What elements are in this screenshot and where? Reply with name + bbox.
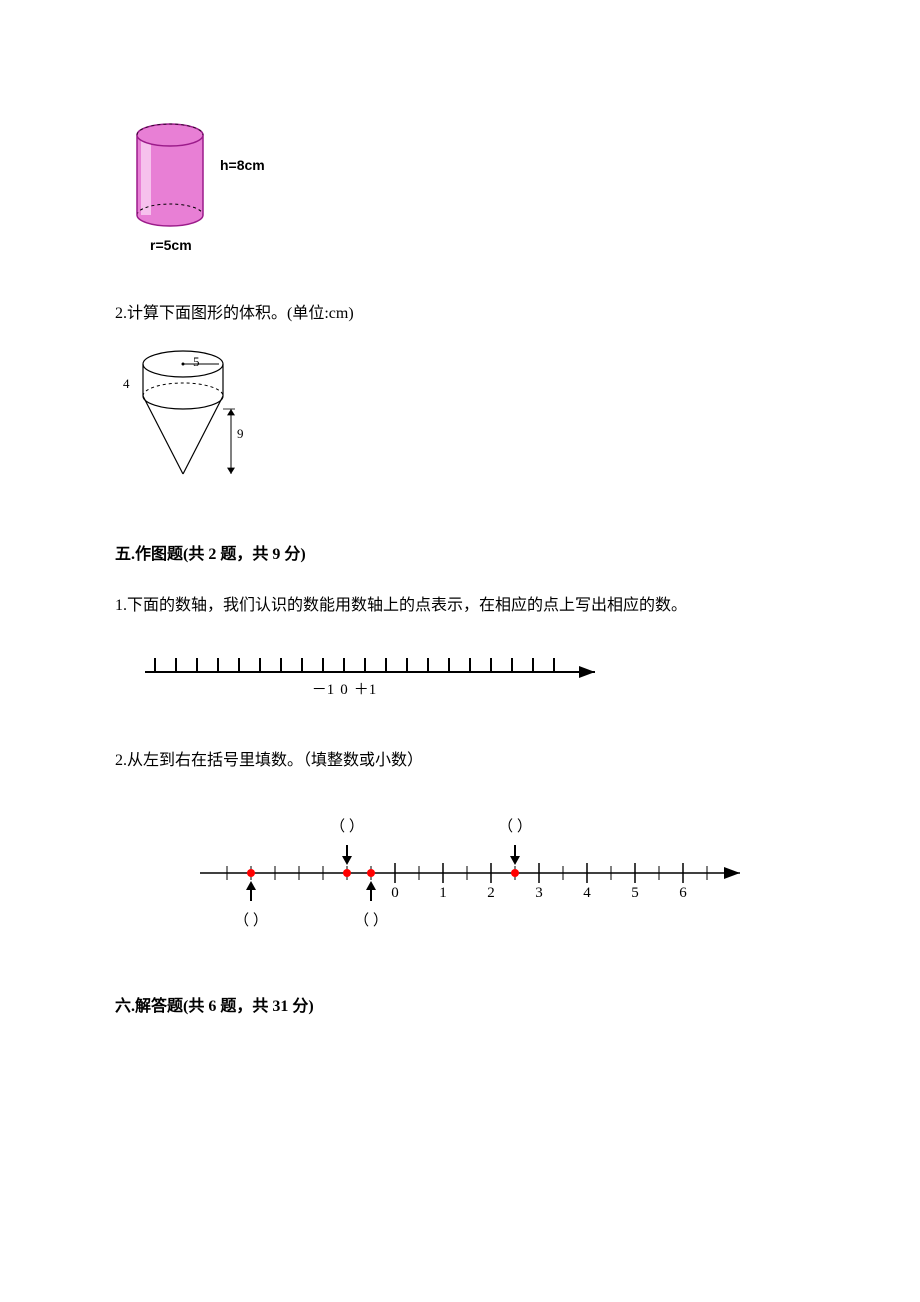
svg-text:（ ）: （ ） xyxy=(234,912,268,929)
numberline2-figure: 0 1 2 3 4 5 6 （ ） （ ） （ ） （ ） xyxy=(115,793,805,958)
svg-text:r=5cm: r=5cm xyxy=(150,237,192,253)
svg-text:6: 6 xyxy=(679,885,687,901)
svg-text:4: 4 xyxy=(583,885,591,901)
s5-q1-text: 1.下面的数轴，我们认识的数能用数轴上的点表示，在相应的点上写出相应的数。 xyxy=(115,587,805,625)
svg-text:（ ）: （ ） xyxy=(498,818,532,835)
cone-cylinder-svg: 5 4 9 xyxy=(115,346,265,491)
svg-text:＋1: ＋1 xyxy=(354,682,377,698)
cone-cylinder-figure: 5 4 9 xyxy=(115,346,805,506)
cylinder-svg: h=8cm r=5cm xyxy=(115,110,295,260)
svg-text:5: 5 xyxy=(631,885,639,901)
svg-text:3: 3 xyxy=(535,885,543,901)
svg-text:1: 1 xyxy=(439,885,447,901)
svg-text:9: 9 xyxy=(237,426,244,441)
svg-text:（ ）: （ ） xyxy=(330,818,364,835)
section6-header: 六.解答题(共 6 题，共 31 分) xyxy=(115,988,805,1026)
svg-text:h=8cm: h=8cm xyxy=(220,157,265,173)
numberline1-svg: －1 0 ＋1 xyxy=(115,637,615,707)
numberline1-figure: －1 0 ＋1 xyxy=(115,637,805,722)
svg-text:0: 0 xyxy=(340,682,348,698)
s5-q2-text: 2.从左到右在括号里填数。（填整数或小数） xyxy=(115,742,805,780)
svg-text:4: 4 xyxy=(123,376,130,391)
svg-text:5: 5 xyxy=(193,354,200,369)
svg-text:－1: －1 xyxy=(312,682,335,698)
svg-text:0: 0 xyxy=(391,885,399,901)
q2-text: 2.计算下面图形的体积。(单位:cm) xyxy=(115,295,805,333)
svg-text:2: 2 xyxy=(487,885,495,901)
svg-text:（ ）: （ ） xyxy=(354,912,388,929)
cylinder-figure: h=8cm r=5cm xyxy=(115,110,805,275)
section5-header: 五.作图题(共 2 题，共 9 分) xyxy=(115,536,805,574)
numberline2-svg: 0 1 2 3 4 5 6 （ ） （ ） （ ） （ ） xyxy=(175,793,755,943)
